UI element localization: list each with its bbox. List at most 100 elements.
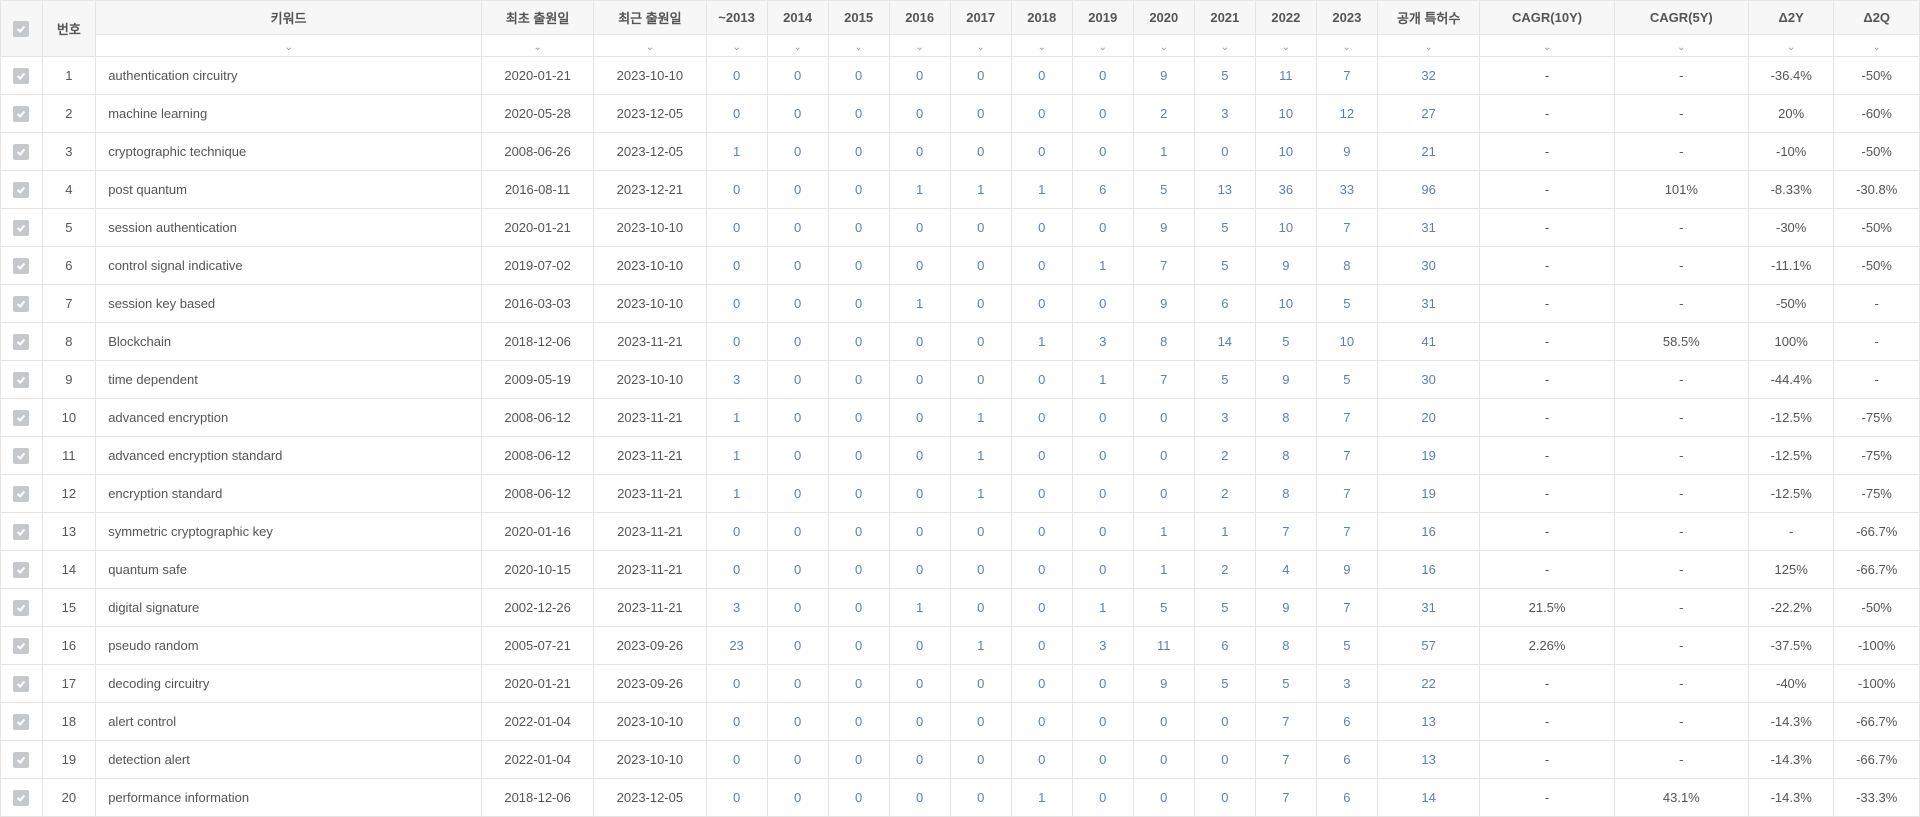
cell-pre2013[interactable]: 23 [706,627,767,665]
cell-patent-count[interactable]: 27 [1377,95,1480,133]
cell-2014[interactable]: 0 [767,399,828,437]
cell-2021[interactable]: 13 [1194,171,1255,209]
cell-2016[interactable]: 0 [889,209,950,247]
cell-pre2013[interactable]: 0 [706,703,767,741]
cell-2022[interactable]: 7 [1255,779,1316,817]
cell-2019[interactable]: 0 [1072,513,1133,551]
cell-keyword[interactable]: decoding circuitry [96,665,482,703]
row-checkbox[interactable] [1,57,43,95]
row-checkbox[interactable] [1,589,43,627]
cell-2016[interactable]: 0 [889,323,950,361]
sort-keyword[interactable]: ⌄ [96,35,482,57]
cell-pre2013[interactable]: 1 [706,475,767,513]
cell-2018[interactable]: 1 [1011,171,1072,209]
cell-2017[interactable]: 0 [950,589,1011,627]
sort-cagr10[interactable]: ⌄ [1480,35,1614,57]
cell-2022[interactable]: 7 [1255,703,1316,741]
cell-2023[interactable]: 12 [1316,95,1377,133]
header-cagr5[interactable]: CAGR(5Y) [1614,1,1748,35]
cell-2018[interactable]: 0 [1011,57,1072,95]
row-checkbox[interactable] [1,171,43,209]
cell-2020[interactable]: 0 [1133,437,1194,475]
cell-2021[interactable]: 5 [1194,589,1255,627]
cell-keyword[interactable]: detection alert [96,741,482,779]
cell-2016[interactable]: 0 [889,247,950,285]
cell-pre2013[interactable]: 0 [706,665,767,703]
cell-2015[interactable]: 0 [828,665,889,703]
header-2019[interactable]: 2019 [1072,1,1133,35]
sort-2017[interactable]: ⌄ [950,35,1011,57]
cell-patent-count[interactable]: 13 [1377,703,1480,741]
sort-2014[interactable]: ⌄ [767,35,828,57]
row-checkbox[interactable] [1,399,43,437]
cell-2014[interactable]: 0 [767,627,828,665]
header-d2q[interactable]: Δ2Q [1834,1,1920,35]
cell-2018[interactable]: 0 [1011,285,1072,323]
cell-2019[interactable]: 0 [1072,665,1133,703]
row-checkbox[interactable] [1,209,43,247]
cell-patent-count[interactable]: 57 [1377,627,1480,665]
header-pre2013[interactable]: ~2013 [706,1,767,35]
cell-2015[interactable]: 0 [828,513,889,551]
cell-patent-count[interactable]: 96 [1377,171,1480,209]
cell-2022[interactable]: 8 [1255,627,1316,665]
cell-2021[interactable]: 6 [1194,285,1255,323]
cell-2022[interactable]: 10 [1255,133,1316,171]
cell-2021[interactable]: 3 [1194,95,1255,133]
cell-2018[interactable]: 0 [1011,247,1072,285]
cell-keyword[interactable]: alert control [96,703,482,741]
cell-keyword[interactable]: post quantum [96,171,482,209]
cell-2021[interactable]: 0 [1194,703,1255,741]
cell-2021[interactable]: 2 [1194,475,1255,513]
cell-2018[interactable]: 0 [1011,209,1072,247]
cell-2023[interactable]: 10 [1316,323,1377,361]
cell-2021[interactable]: 0 [1194,133,1255,171]
row-checkbox[interactable] [1,95,43,133]
cell-2015[interactable]: 0 [828,171,889,209]
cell-pre2013[interactable]: 0 [706,285,767,323]
cell-2021[interactable]: 2 [1194,551,1255,589]
cell-pre2013[interactable]: 3 [706,361,767,399]
sort-last-date[interactable]: ⌄ [594,35,706,57]
cell-2015[interactable]: 0 [828,399,889,437]
cell-keyword[interactable]: digital signature [96,589,482,627]
row-checkbox[interactable] [1,247,43,285]
cell-2015[interactable]: 0 [828,133,889,171]
cell-keyword[interactable]: advanced encryption [96,399,482,437]
cell-2014[interactable]: 0 [767,209,828,247]
cell-2020[interactable]: 0 [1133,741,1194,779]
cell-2015[interactable]: 0 [828,779,889,817]
cell-patent-count[interactable]: 32 [1377,57,1480,95]
cell-2015[interactable]: 0 [828,323,889,361]
cell-keyword[interactable]: cryptographic technique [96,133,482,171]
cell-2022[interactable]: 8 [1255,475,1316,513]
cell-2019[interactable]: 0 [1072,741,1133,779]
cell-2022[interactable]: 10 [1255,285,1316,323]
row-checkbox[interactable] [1,361,43,399]
cell-2023[interactable]: 7 [1316,589,1377,627]
cell-2021[interactable]: 14 [1194,323,1255,361]
cell-2015[interactable]: 0 [828,95,889,133]
cell-keyword[interactable]: session authentication [96,209,482,247]
cell-2016[interactable]: 0 [889,361,950,399]
cell-2023[interactable]: 6 [1316,703,1377,741]
row-checkbox[interactable] [1,285,43,323]
cell-patent-count[interactable]: 31 [1377,285,1480,323]
cell-2023[interactable]: 7 [1316,437,1377,475]
cell-2014[interactable]: 0 [767,589,828,627]
cell-2019[interactable]: 0 [1072,95,1133,133]
header-cagr10[interactable]: CAGR(10Y) [1480,1,1614,35]
cell-2018[interactable]: 0 [1011,627,1072,665]
cell-2019[interactable]: 0 [1072,779,1133,817]
cell-2015[interactable]: 0 [828,475,889,513]
cell-2014[interactable]: 0 [767,741,828,779]
cell-2022[interactable]: 4 [1255,551,1316,589]
cell-2020[interactable]: 7 [1133,361,1194,399]
header-2021[interactable]: 2021 [1194,1,1255,35]
sort-pre2013[interactable]: ⌄ [706,35,767,57]
cell-2018[interactable]: 0 [1011,399,1072,437]
cell-2020[interactable]: 1 [1133,551,1194,589]
cell-2015[interactable]: 0 [828,703,889,741]
cell-pre2013[interactable]: 0 [706,171,767,209]
cell-2021[interactable]: 5 [1194,57,1255,95]
